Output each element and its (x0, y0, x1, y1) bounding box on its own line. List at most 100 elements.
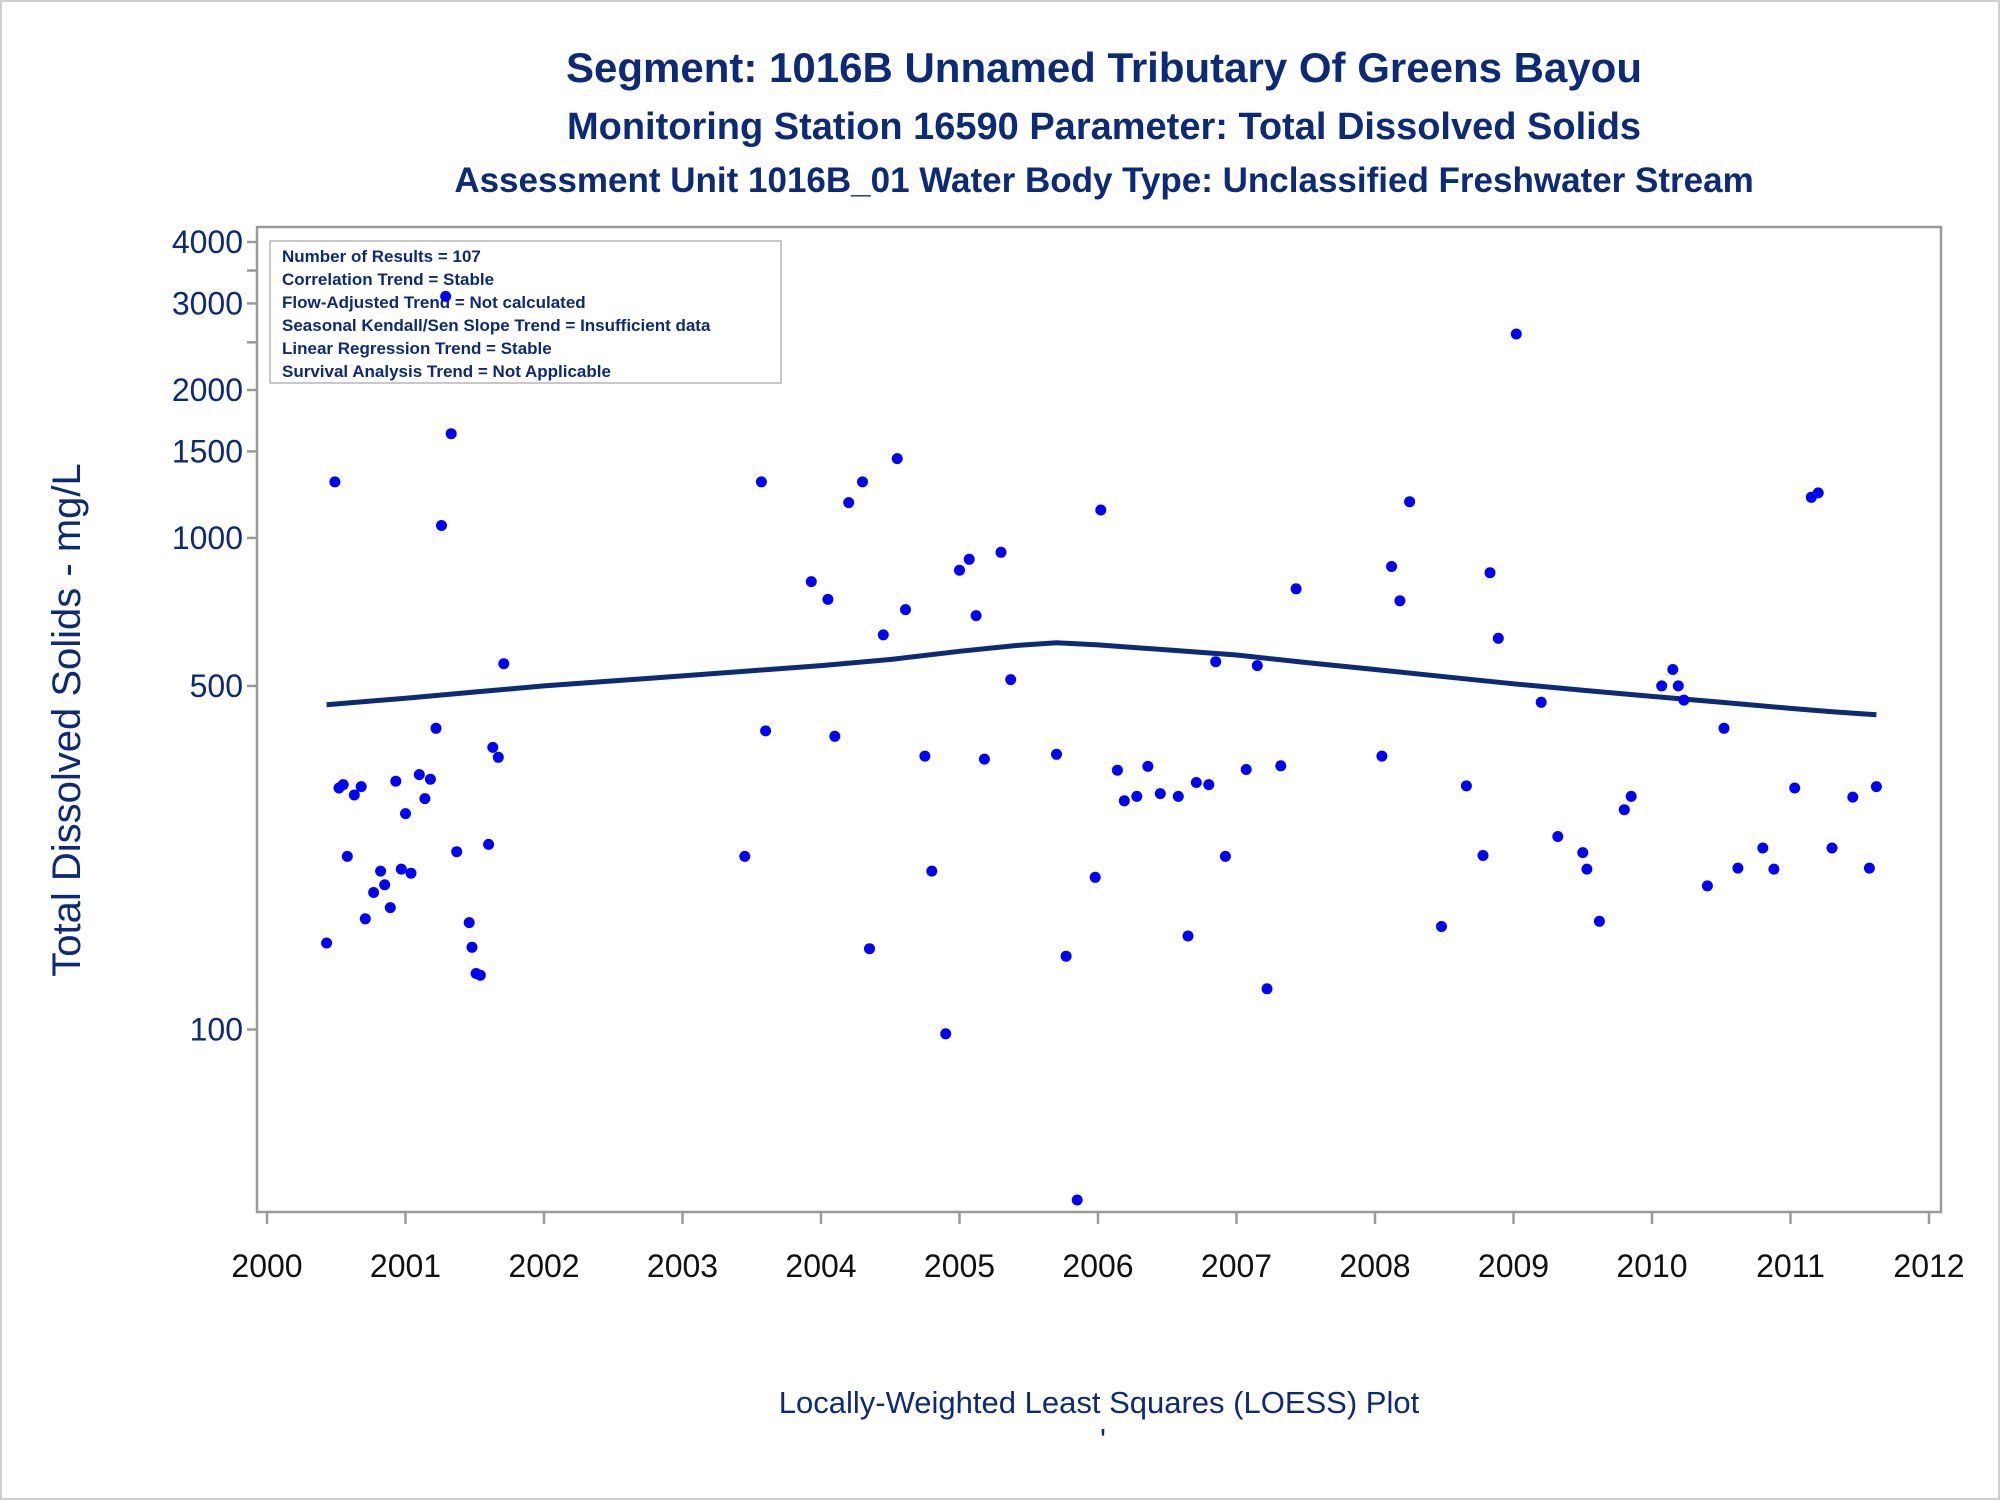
data-point (390, 775, 402, 787)
info-box-frame (269, 240, 782, 384)
info-line: Survival Analysis Trend = Not Applicable (282, 362, 611, 381)
data-point (1111, 764, 1123, 776)
data-point (1219, 850, 1231, 862)
y-tick-label: 1500 (172, 433, 243, 469)
x-tick-label: 2003 (647, 1248, 718, 1284)
data-point (1071, 1194, 1083, 1206)
data-point (440, 290, 452, 302)
data-point (359, 913, 371, 925)
data-point (1240, 764, 1252, 775)
chart-subtitle: Monitoring Station 16590 Parameter: Tota… (567, 106, 1641, 148)
info-line: Flow-Adjusted Trend = Not calculated (282, 293, 586, 312)
data-point (857, 476, 868, 488)
x-tick-label: 2005 (924, 1248, 995, 1284)
data-point (1826, 842, 1838, 854)
data-point (970, 610, 982, 622)
data-point (424, 773, 436, 785)
data-point (1290, 583, 1302, 595)
data-point (978, 753, 990, 765)
data-point (375, 865, 387, 877)
data-point (1581, 863, 1593, 875)
data-point (1492, 632, 1504, 644)
data-point (1154, 788, 1166, 800)
y-tick-label: 4000 (172, 224, 243, 260)
data-point (1656, 680, 1668, 692)
x-tick-label: 2010 (1616, 1248, 1687, 1284)
data-point (963, 553, 975, 565)
data-point (1477, 850, 1489, 861)
data-point (760, 725, 772, 737)
data-point (1051, 748, 1062, 760)
data-point (1789, 782, 1801, 794)
data-point (1386, 561, 1398, 572)
data-point (1672, 680, 1684, 692)
data-point (1593, 915, 1605, 927)
info-box: Number of Results = 107 Correlation Trend… (269, 240, 782, 384)
data-point (1552, 831, 1564, 842)
data-point (1460, 780, 1472, 792)
data-point (419, 793, 431, 805)
data-point (1376, 750, 1388, 762)
data-point (379, 879, 391, 891)
data-point (1131, 790, 1143, 802)
data-point (436, 520, 447, 531)
info-box-lines: Number of Results = 107 Correlation Trend… (282, 247, 711, 381)
data-point (400, 808, 411, 820)
data-point (384, 902, 396, 914)
data-point (1251, 660, 1263, 672)
data-point (463, 917, 475, 929)
y-tick-label: 2000 (172, 372, 243, 408)
data-point (1870, 781, 1882, 793)
x-tick-label: 2006 (1062, 1248, 1133, 1284)
data-point (739, 850, 751, 862)
data-point (492, 751, 504, 763)
data-point (329, 476, 341, 488)
data-points (321, 290, 1882, 1206)
info-line: Linear Regression Trend = Stable (282, 339, 552, 358)
y-tick-label: 3000 (172, 285, 243, 321)
x-tick-label: 2002 (508, 1248, 579, 1284)
data-point (1847, 791, 1859, 803)
data-point (1172, 790, 1184, 802)
data-point (321, 937, 333, 949)
data-point (1275, 760, 1287, 772)
data-point (498, 658, 510, 670)
info-line: Seasonal Kendall/Sen Slope Trend = Insuf… (282, 316, 711, 335)
data-point (1667, 664, 1679, 675)
x-tick-label: 2004 (785, 1248, 856, 1284)
data-point (755, 476, 767, 488)
data-point (1718, 722, 1730, 734)
data-point (1404, 496, 1416, 508)
data-point (1625, 790, 1637, 802)
data-point (1261, 983, 1273, 995)
data-point (891, 453, 903, 465)
data-point (368, 887, 380, 898)
data-point (1005, 674, 1017, 686)
x-tick-label: 2012 (1893, 1248, 1964, 1284)
data-point (877, 629, 889, 641)
footnote-mark: ' (1100, 1422, 1106, 1457)
data-point (1812, 487, 1824, 499)
data-point (341, 850, 353, 862)
data-point (1701, 880, 1713, 892)
data-point (1436, 921, 1447, 932)
y-axis-label: Total Dissolved Solids - mg/L (45, 463, 89, 977)
data-point (1510, 328, 1522, 340)
data-point (1203, 779, 1215, 791)
data-point (413, 769, 425, 781)
chart-title: Segment: 1016B Unnamed Tributary Of Gree… (566, 44, 1642, 91)
y-tick-label: 500 (190, 668, 243, 704)
data-point (954, 564, 965, 576)
data-point (430, 722, 442, 734)
data-point (487, 741, 499, 753)
y-tick-label: 100 (190, 1012, 243, 1048)
chart-subtitle-2: Assessment Unit 1016B_01 Water Body Type… (454, 161, 1753, 200)
data-point (1484, 567, 1496, 579)
data-point (1768, 863, 1780, 875)
data-point (337, 779, 349, 791)
x-tick-label: 2007 (1201, 1248, 1272, 1284)
data-point (395, 863, 407, 875)
data-point (355, 781, 367, 793)
data-point (1863, 862, 1875, 874)
info-line: Number of Results = 107 (282, 247, 481, 266)
